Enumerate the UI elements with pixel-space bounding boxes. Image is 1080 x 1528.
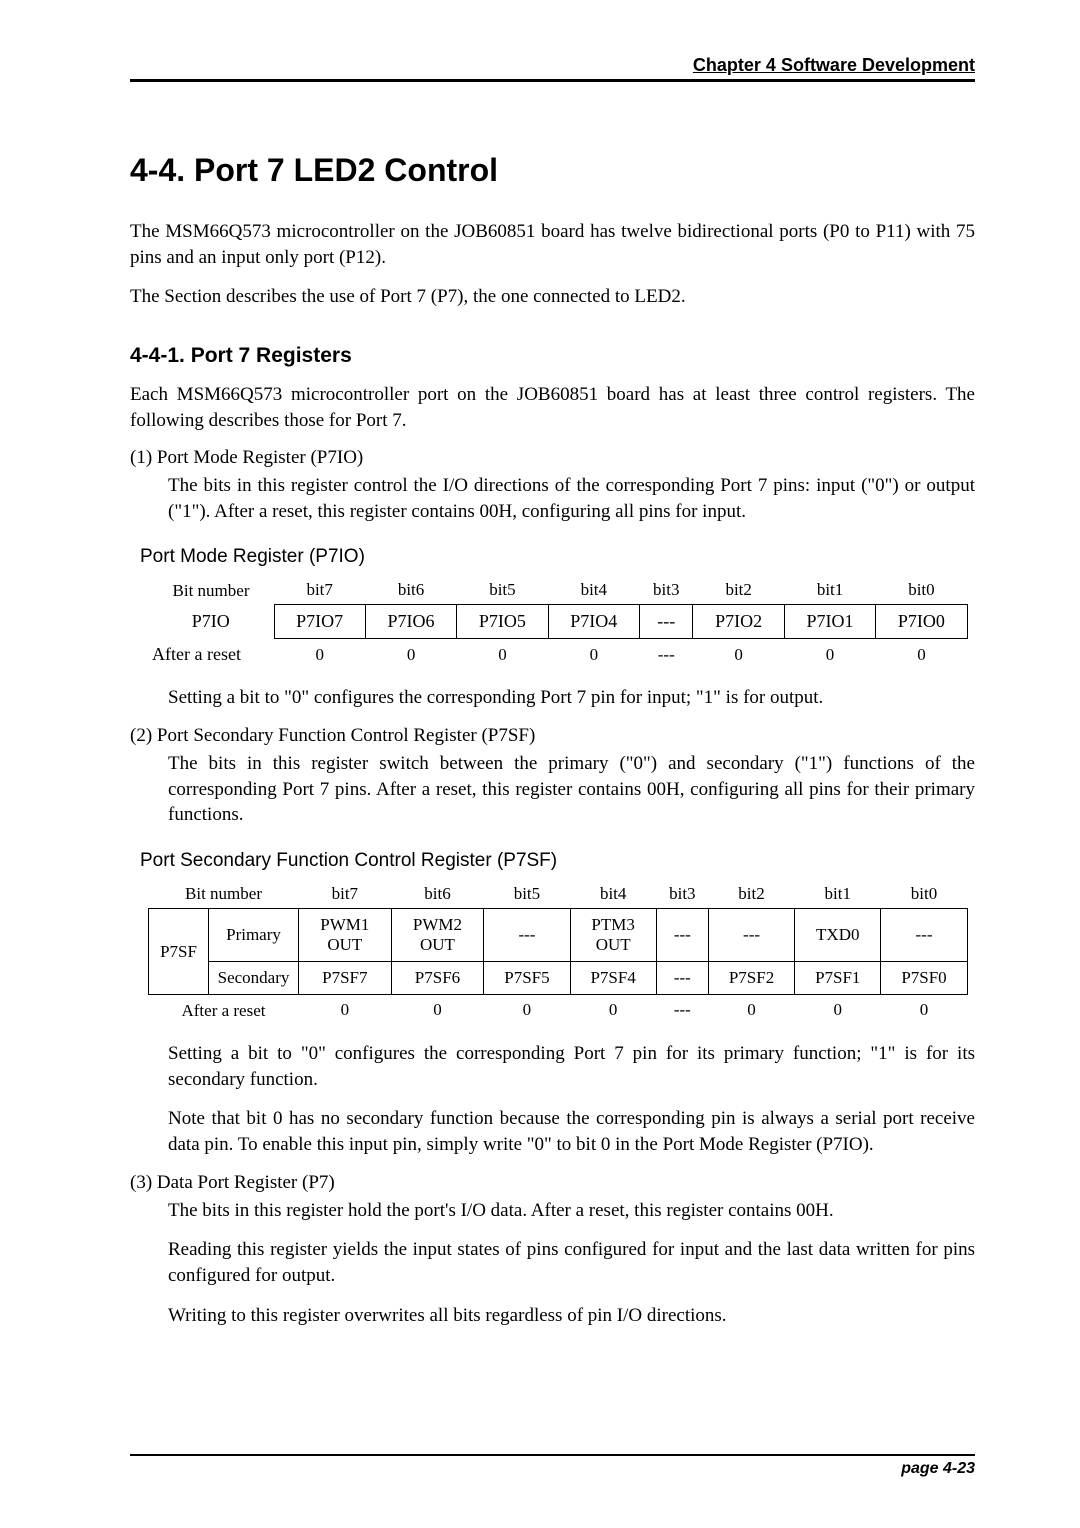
table2-r4: 0 <box>570 995 656 1026</box>
item2-title: (2) Port Secondary Function Control Regi… <box>130 725 975 747</box>
subsection-intro: Each MSM66Q573 microcontroller port on t… <box>130 382 975 433</box>
item1-title: (1) Port Mode Register (P7IO) <box>130 447 975 469</box>
table2-r0: 0 <box>881 995 967 1026</box>
table2-bit5: bit5 <box>484 880 570 909</box>
table2-bit1: bit1 <box>795 880 881 909</box>
table2-reset-row: After a reset 0 0 0 0 --- 0 0 0 <box>149 995 968 1026</box>
table1-r6: 0 <box>365 639 456 670</box>
page-footer: page 4-23 <box>130 1454 975 1478</box>
table2-bits-label: Bit number <box>149 880 299 909</box>
table1-v2: P7IO2 <box>693 605 784 639</box>
table2-s0: P7SF0 <box>881 962 967 995</box>
intro-paragraph-2: The Section describes the use of Port 7 … <box>130 284 975 310</box>
item3-title: (3) Data Port Register (P7) <box>130 1172 975 1194</box>
table1-bit3: bit3 <box>640 576 693 605</box>
table1-r4: 0 <box>548 639 639 670</box>
table2-caption: Port Secondary Function Control Register… <box>140 850 975 872</box>
table2-s4: P7SF4 <box>570 962 656 995</box>
table1-name-label: P7IO <box>148 605 274 639</box>
intro-paragraph-1: The MSM66Q573 microcontroller on the JOB… <box>130 219 975 270</box>
table2-primary-label: Primary <box>209 909 299 962</box>
table2-r2: 0 <box>708 995 794 1026</box>
table2-bit6: bit6 <box>391 880 484 909</box>
table1-bit0: bit0 <box>876 576 967 605</box>
table2-secondary-row: Secondary P7SF7 P7SF6 P7SF5 P7SF4 --- P7… <box>149 962 968 995</box>
table1-bit4: bit4 <box>548 576 639 605</box>
table1-bit-row: Bit number bit7 bit6 bit5 bit4 bit3 bit2… <box>148 576 967 605</box>
table2-r5: 0 <box>484 995 570 1026</box>
section-title: 4-4. Port 7 LED2 Control <box>130 152 975 189</box>
table1-r2: 0 <box>693 639 784 670</box>
table2-s5: P7SF5 <box>484 962 570 995</box>
table2-s6: P7SF6 <box>391 962 484 995</box>
table2-s3: --- <box>656 962 708 995</box>
table2-r7: 0 <box>299 995 392 1026</box>
table2-bit4: bit4 <box>570 880 656 909</box>
item1-tail: Setting a bit to "0" configures the corr… <box>168 685 975 711</box>
table-p7io: Bit number bit7 bit6 bit5 bit4 bit3 bit2… <box>148 576 968 669</box>
table1-r0: 0 <box>876 639 967 670</box>
table2-bit0: bit0 <box>881 880 967 909</box>
table2-s1: P7SF1 <box>795 962 881 995</box>
page-number: page 4-23 <box>901 1460 975 1477</box>
table1-v4: P7IO4 <box>548 605 639 639</box>
table2-primary-row: P7SF Primary PWM1 OUT PWM2 OUT --- PTM3 … <box>149 909 968 962</box>
table1-bits-label: Bit number <box>148 576 274 605</box>
chapter-header-text: Chapter 4 Software Development <box>693 55 975 75</box>
table2-p1: TXD0 <box>795 909 881 962</box>
table1-v6: P7IO6 <box>365 605 456 639</box>
table1-bit2: bit2 <box>693 576 784 605</box>
table2-r6: 0 <box>391 995 484 1026</box>
table2-p4: PTM3 OUT <box>570 909 656 962</box>
table2-p7: PWM1 OUT <box>299 909 392 962</box>
table1-v7: P7IO7 <box>274 605 365 639</box>
table1-bit7: bit7 <box>274 576 365 605</box>
table1-r5: 0 <box>457 639 548 670</box>
table2-bit-row: Bit number bit7 bit6 bit5 bit4 bit3 bit2… <box>149 880 968 909</box>
table2-r1: 0 <box>795 995 881 1026</box>
chapter-header: Chapter 4 Software Development <box>130 55 975 82</box>
table1-val-row: P7IO P7IO7 P7IO6 P7IO5 P7IO4 --- P7IO2 P… <box>148 605 967 639</box>
table2-p0: --- <box>881 909 967 962</box>
table-p7sf: Bit number bit7 bit6 bit5 bit4 bit3 bit2… <box>148 880 968 1025</box>
table2-name-label: P7SF <box>149 909 209 995</box>
table2-p2: --- <box>708 909 794 962</box>
table1-bit6: bit6 <box>365 576 456 605</box>
table1-v3: --- <box>640 605 693 639</box>
item3-p2: Reading this register yields the input s… <box>168 1237 975 1288</box>
table2-secondary-label: Secondary <box>209 962 299 995</box>
table2-p6: PWM2 OUT <box>391 909 484 962</box>
table2-bit7: bit7 <box>299 880 392 909</box>
table2-s2: P7SF2 <box>708 962 794 995</box>
table1-caption: Port Mode Register (P7IO) <box>140 546 975 568</box>
table1-v5: P7IO5 <box>457 605 548 639</box>
table2-p5: --- <box>484 909 570 962</box>
item2-body: The bits in this register switch between… <box>168 751 975 828</box>
table1-bit5: bit5 <box>457 576 548 605</box>
table1-v1: P7IO1 <box>784 605 875 639</box>
table2-bit3: bit3 <box>656 880 708 909</box>
item1-body: The bits in this register control the I/… <box>168 473 975 524</box>
item2-tail1: Setting a bit to "0" configures the corr… <box>168 1041 975 1092</box>
subsection-title: 4-4-1. Port 7 Registers <box>130 344 975 368</box>
table1-bit1: bit1 <box>784 576 875 605</box>
item3-p3: Writing to this register overwrites all … <box>168 1303 975 1329</box>
table1-reset-label: After a reset <box>148 639 274 670</box>
table2-p3: --- <box>656 909 708 962</box>
item2-tail2: Note that bit 0 has no secondary functio… <box>168 1106 975 1157</box>
table1-v0: P7IO0 <box>876 605 967 639</box>
table1-r3: --- <box>640 639 693 670</box>
table2-reset-label: After a reset <box>149 995 299 1026</box>
table1-r1: 0 <box>784 639 875 670</box>
table2-bit2: bit2 <box>708 880 794 909</box>
table1-reset-row: After a reset 0 0 0 0 --- 0 0 0 <box>148 639 967 670</box>
table2-r3: --- <box>656 995 708 1026</box>
table2-s7: P7SF7 <box>299 962 392 995</box>
table1-r7: 0 <box>274 639 365 670</box>
item3-p1: The bits in this register hold the port'… <box>168 1198 975 1224</box>
